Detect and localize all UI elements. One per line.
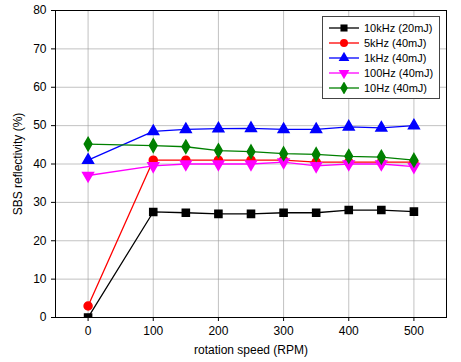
svg-text:30: 30 <box>33 195 47 209</box>
svg-text:70: 70 <box>33 42 47 56</box>
svg-text:0: 0 <box>85 324 92 338</box>
svg-text:SBS reflectivity (%): SBS reflectivity (%) <box>11 113 25 216</box>
svg-text:300: 300 <box>274 324 294 338</box>
svg-text:60: 60 <box>33 80 47 94</box>
html-text:5kHz (40mJ): 5kHz (40mJ) <box>364 36 427 49</box>
svg-text:80: 80 <box>33 3 47 17</box>
html-text:10Hz (40mJ): 10Hz (40mJ) <box>364 81 427 94</box>
svg-text:rotation speed (RPM): rotation speed (RPM) <box>194 343 308 357</box>
svg-text:20: 20 <box>33 234 47 248</box>
svg-text:400: 400 <box>339 324 359 338</box>
html-text:1kHz (40mJ): 1kHz (40mJ) <box>364 51 427 64</box>
svg-text:0: 0 <box>40 310 47 324</box>
svg-text:50: 50 <box>33 118 47 132</box>
svg-text:500: 500 <box>404 324 424 338</box>
html-text:10kHz (20mJ): 10kHz (20mJ) <box>364 21 433 34</box>
svg-text:200: 200 <box>208 324 228 338</box>
svg-text:40: 40 <box>33 157 47 171</box>
svg-text:10: 10 <box>33 272 47 286</box>
html-text:100Hz (40mJ): 100Hz (40mJ) <box>364 66 434 79</box>
svg-text:100: 100 <box>143 324 163 338</box>
